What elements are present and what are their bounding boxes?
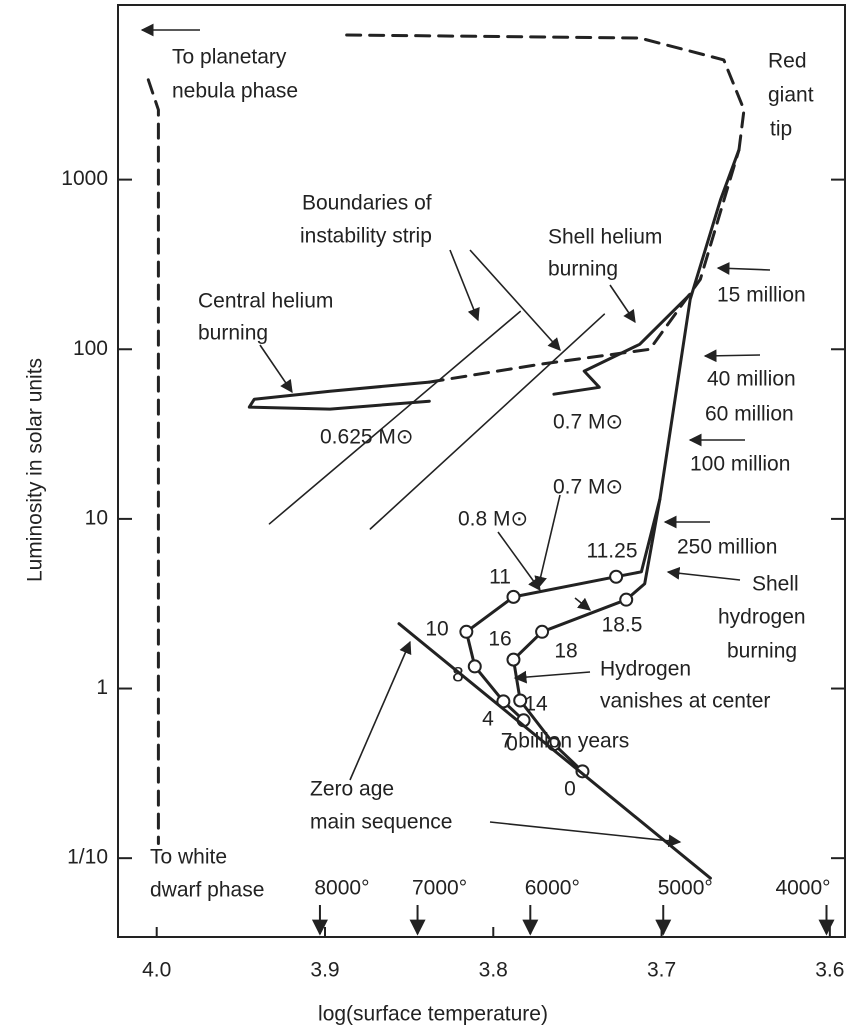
annotation: burning [198,322,268,345]
temperature-label: 6000° [525,877,580,900]
temperature-label: 4000° [775,877,830,900]
annotation: Central helium [198,290,333,313]
annotation: Boundaries of [302,192,432,215]
annotation: hydrogen [718,606,806,629]
age-point [619,592,634,607]
y-tick-label: 1000 [61,167,108,190]
track [512,497,662,773]
annotation: burning [548,258,618,281]
annotation: Shell helium [548,226,662,249]
x-axis-label: log(surface temperature) [318,1003,548,1026]
pointer [489,821,682,848]
annotation: Shell [752,573,799,596]
annotation: 250 million [677,536,777,559]
age-point [506,589,521,604]
annotation: giant [768,84,814,107]
pointer [513,670,591,684]
temperature-label: 5000° [658,877,713,900]
age-label: 18 [554,640,577,663]
age-point [535,624,550,639]
annotation: vanishes at center [600,690,770,713]
x-tick-label: 3.6 [815,959,844,982]
age-label: 11.25 [587,540,638,563]
age-label: 11 [489,566,511,589]
age-point [459,624,474,639]
x-tick-label: 3.8 [479,959,508,982]
age-point [609,569,624,584]
pointer [469,249,561,351]
y-tick-label: 1/10 [67,846,108,869]
x-tick-label: 3.9 [310,959,339,982]
track-label: 0.8 M⊙ [458,508,528,531]
pointer [497,531,541,592]
track-label: 0.7 M⊙ [553,411,623,434]
track [146,78,160,845]
track-label: 0.625 M⊙ [320,426,413,449]
age-label: 16 [488,628,511,651]
age-point [467,659,482,674]
age-label: 4 [482,708,494,731]
annotation: 60 million [705,403,794,426]
pointer [716,262,771,275]
track [552,292,692,396]
annotation: dwarf phase [150,879,264,902]
age-point [506,652,521,667]
y-tick-label: 1 [96,676,108,699]
pointer [259,344,293,394]
annotation: burning [727,640,797,663]
y-tick-label: 100 [73,337,108,360]
annotation: Red [768,50,807,73]
annotation: instability strip [300,225,432,248]
age-label: 0 [564,778,576,801]
track [247,380,431,411]
plot-frame [117,4,846,938]
pointers [140,23,771,848]
y-axis-label: Luminosity in solar units [24,358,47,582]
x-tick-label: 4.0 [142,959,171,982]
track [427,148,741,384]
pointer [574,597,591,611]
age-label: 18.5 [602,614,643,637]
y-tick-label: 10 [85,506,108,529]
track [268,310,521,525]
annotation: Hydrogen [600,658,691,681]
annotation: To white [150,846,227,869]
annotation: tip [770,118,792,141]
annotation: 40 million [707,368,796,391]
annotation: Zero age [310,778,394,801]
pointer [449,249,480,322]
age-label: 8 [452,664,464,687]
pointer [609,284,636,324]
pointer [703,349,761,363]
track [369,313,606,530]
temperature-label: 8000° [314,877,369,900]
annotation: 100 million [690,453,790,476]
track-label: 0.7 M⊙ [553,476,623,499]
age-label: 10 [425,618,448,641]
age-point [513,693,528,708]
annotation: main sequence [310,811,452,834]
age-label: 0 [506,733,518,756]
annotation: To planetary [172,46,287,69]
age-label: 7 billion years [501,730,629,753]
pointer [349,640,412,781]
x-tick-label: 3.7 [647,959,676,982]
track [338,33,746,152]
age-label: 14 [524,693,548,716]
temperature-label: 7000° [412,877,467,900]
pointer [666,566,741,581]
pointer [534,494,561,590]
annotation: nebula phase [172,80,298,103]
track [397,622,712,880]
annotation: 15 million [717,284,806,307]
